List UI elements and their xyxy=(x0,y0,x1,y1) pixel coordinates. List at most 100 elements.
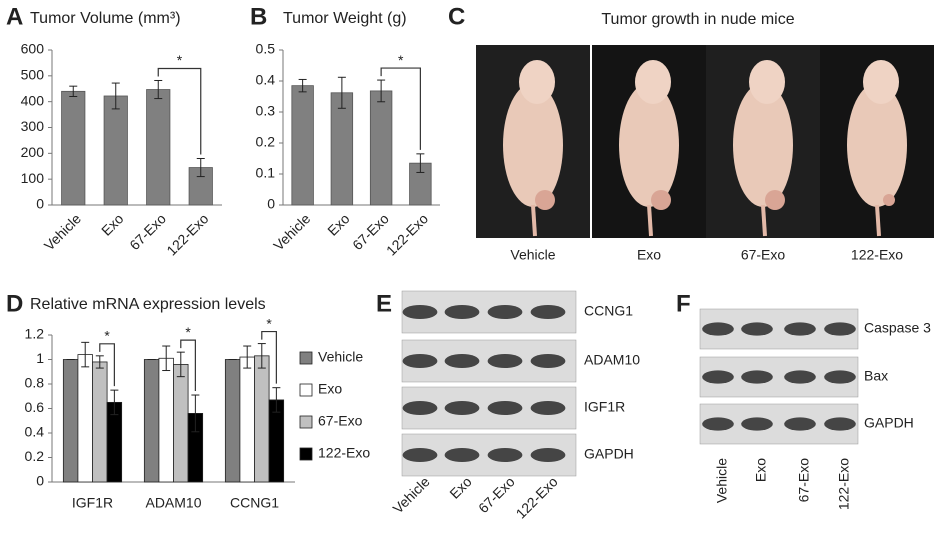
y-tick-label: 1.2 xyxy=(25,326,45,342)
y-tick-label: 0.6 xyxy=(25,399,45,415)
lane-label: 122-Exo xyxy=(836,458,852,510)
tumor xyxy=(765,190,785,210)
blot-band xyxy=(487,448,523,462)
y-tick-label: 500 xyxy=(21,67,45,83)
blot-band xyxy=(487,354,523,368)
mouse-body xyxy=(733,83,793,207)
error-bar xyxy=(110,389,119,416)
blot-band xyxy=(487,305,523,319)
error-bar xyxy=(154,79,163,100)
x-tick-label: ADAM10 xyxy=(145,495,201,511)
blot-band xyxy=(741,417,773,431)
blot-band xyxy=(784,322,816,336)
blot-band xyxy=(487,401,523,415)
x-tick-label: 122-Exo xyxy=(163,210,211,258)
blot-band xyxy=(530,305,566,319)
bar xyxy=(77,354,93,483)
lane-label: 122-Exo xyxy=(513,473,561,521)
bar xyxy=(146,89,171,206)
y-tick-label: 300 xyxy=(21,118,45,134)
significance-bracket xyxy=(380,67,421,150)
bar xyxy=(61,90,86,206)
blot-band xyxy=(702,322,734,336)
blot-band xyxy=(444,401,480,415)
bar xyxy=(291,85,314,206)
bar xyxy=(369,90,393,206)
blot-band xyxy=(402,448,438,462)
error-bar xyxy=(69,85,78,97)
error-bar xyxy=(176,351,185,378)
blot-band xyxy=(741,370,773,384)
blot-band xyxy=(402,354,438,368)
mouse-body xyxy=(847,83,907,207)
legend-swatch xyxy=(299,447,313,461)
significance-bracket xyxy=(99,343,115,387)
error-bar xyxy=(416,153,425,173)
lane-label: 67-Exo xyxy=(475,473,518,516)
mouse-head xyxy=(635,60,671,104)
y-tick-label: 400 xyxy=(21,92,45,108)
error-bar xyxy=(111,82,120,110)
mouse-body xyxy=(503,83,563,207)
protein-label: ADAM10 xyxy=(584,352,640,368)
error-bar xyxy=(377,79,386,103)
significance-label: * xyxy=(185,324,191,340)
y-tick-label: 0.1 xyxy=(256,165,276,181)
photo-label: Vehicle xyxy=(510,247,555,263)
chart-title: Tumor Weight (g) xyxy=(283,10,407,27)
lane-label: Exo xyxy=(753,458,769,482)
panel-letter: A xyxy=(6,3,23,30)
significance-bracket xyxy=(261,330,277,384)
blot-band xyxy=(824,370,856,384)
significance-label: * xyxy=(104,328,110,344)
panel-letter: B xyxy=(250,3,267,30)
tumor xyxy=(651,190,671,210)
legend-swatch xyxy=(299,383,313,397)
blot-band xyxy=(741,322,773,336)
protein-label: Caspase 3 xyxy=(864,320,931,336)
x-tick-label: Vehicle xyxy=(270,210,313,253)
protein-label: CCNG1 xyxy=(584,303,633,319)
significance-label: * xyxy=(398,52,404,68)
mouse-head xyxy=(749,60,785,104)
y-tick-label: 0.4 xyxy=(256,72,276,88)
panel-letter: C xyxy=(448,3,465,30)
y-tick-label: 0.8 xyxy=(25,375,45,391)
chart-title: Tumor Volume (mm³) xyxy=(30,10,181,27)
blot-band xyxy=(402,401,438,415)
error-bar xyxy=(243,345,252,369)
x-tick-label: 122-Exo xyxy=(383,210,431,258)
bar xyxy=(143,359,160,483)
x-tick-label: IGF1R xyxy=(72,495,113,511)
mouse-head xyxy=(863,60,899,104)
y-tick-label: 0.3 xyxy=(256,103,276,119)
bar xyxy=(173,363,189,483)
legend-label: Vehicle xyxy=(318,349,363,365)
photo-label: 122-Exo xyxy=(851,247,903,263)
blot-band xyxy=(530,354,566,368)
y-tick-label: 0.2 xyxy=(25,448,45,464)
lane-label: Vehicle xyxy=(389,473,432,516)
significance-bracket xyxy=(157,67,202,155)
significance-bracket xyxy=(180,339,196,392)
tail xyxy=(875,204,881,237)
tail xyxy=(531,204,537,237)
y-tick-label: 0.5 xyxy=(256,41,276,57)
lane-label: Vehicle xyxy=(714,458,730,503)
blot-band xyxy=(444,305,480,319)
bar xyxy=(330,92,354,206)
blot-band xyxy=(444,448,480,462)
mouse-body xyxy=(619,83,679,207)
bar xyxy=(92,361,108,483)
legend-swatch xyxy=(299,415,313,429)
tumor xyxy=(883,194,895,206)
legend-swatch xyxy=(299,351,313,365)
error-bar xyxy=(272,387,281,413)
error-bar xyxy=(196,158,205,178)
y-tick-label: 0 xyxy=(267,196,275,212)
error-bar xyxy=(257,343,266,369)
x-tick-label: Exo xyxy=(324,210,353,239)
lane-label: Exo xyxy=(446,473,475,502)
legend-label: Exo xyxy=(318,381,342,397)
legend-label: 122-Exo xyxy=(318,445,370,461)
